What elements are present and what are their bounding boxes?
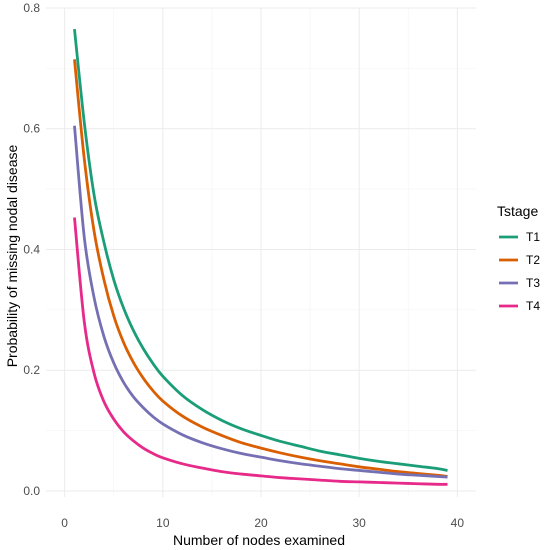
x-axis-title: Number of nodes examined	[173, 532, 345, 548]
x-tick-label: 20	[254, 516, 268, 530]
x-axis-ticks: 0 10 20 30 40	[61, 516, 464, 530]
series-line-t3	[73, 125, 448, 479]
legend-title: Tstage	[497, 203, 538, 219]
y-axis-ticks: 0.0 0.2 0.4 0.6 0.8	[23, 1, 40, 498]
series-line-t1	[73, 28, 448, 472]
legend: Tstage T1 T2 T3 T4	[497, 203, 540, 313]
x-tick-label: 40	[451, 516, 465, 530]
series-line-t2	[73, 59, 448, 478]
legend-label-t2: T2	[526, 253, 540, 267]
legend-label-t4: T4	[526, 299, 540, 313]
series-layer	[73, 28, 448, 486]
y-tick-label: 0.8	[23, 1, 40, 15]
y-tick-label: 0.2	[23, 363, 40, 377]
x-tick-label: 10	[156, 516, 170, 530]
x-tick-label: 0	[61, 516, 68, 530]
y-tick-label: 0.0	[23, 484, 40, 498]
grid	[46, 7, 476, 497]
y-tick-label: 0.4	[23, 242, 40, 256]
legend-label-t1: T1	[526, 230, 540, 244]
y-tick-label: 0.6	[23, 122, 40, 136]
series-line-t4	[73, 217, 448, 486]
x-tick-label: 30	[352, 516, 366, 530]
y-axis-title: Probability of missing nodal disease	[4, 145, 20, 368]
legend-label-t3: T3	[526, 276, 540, 290]
